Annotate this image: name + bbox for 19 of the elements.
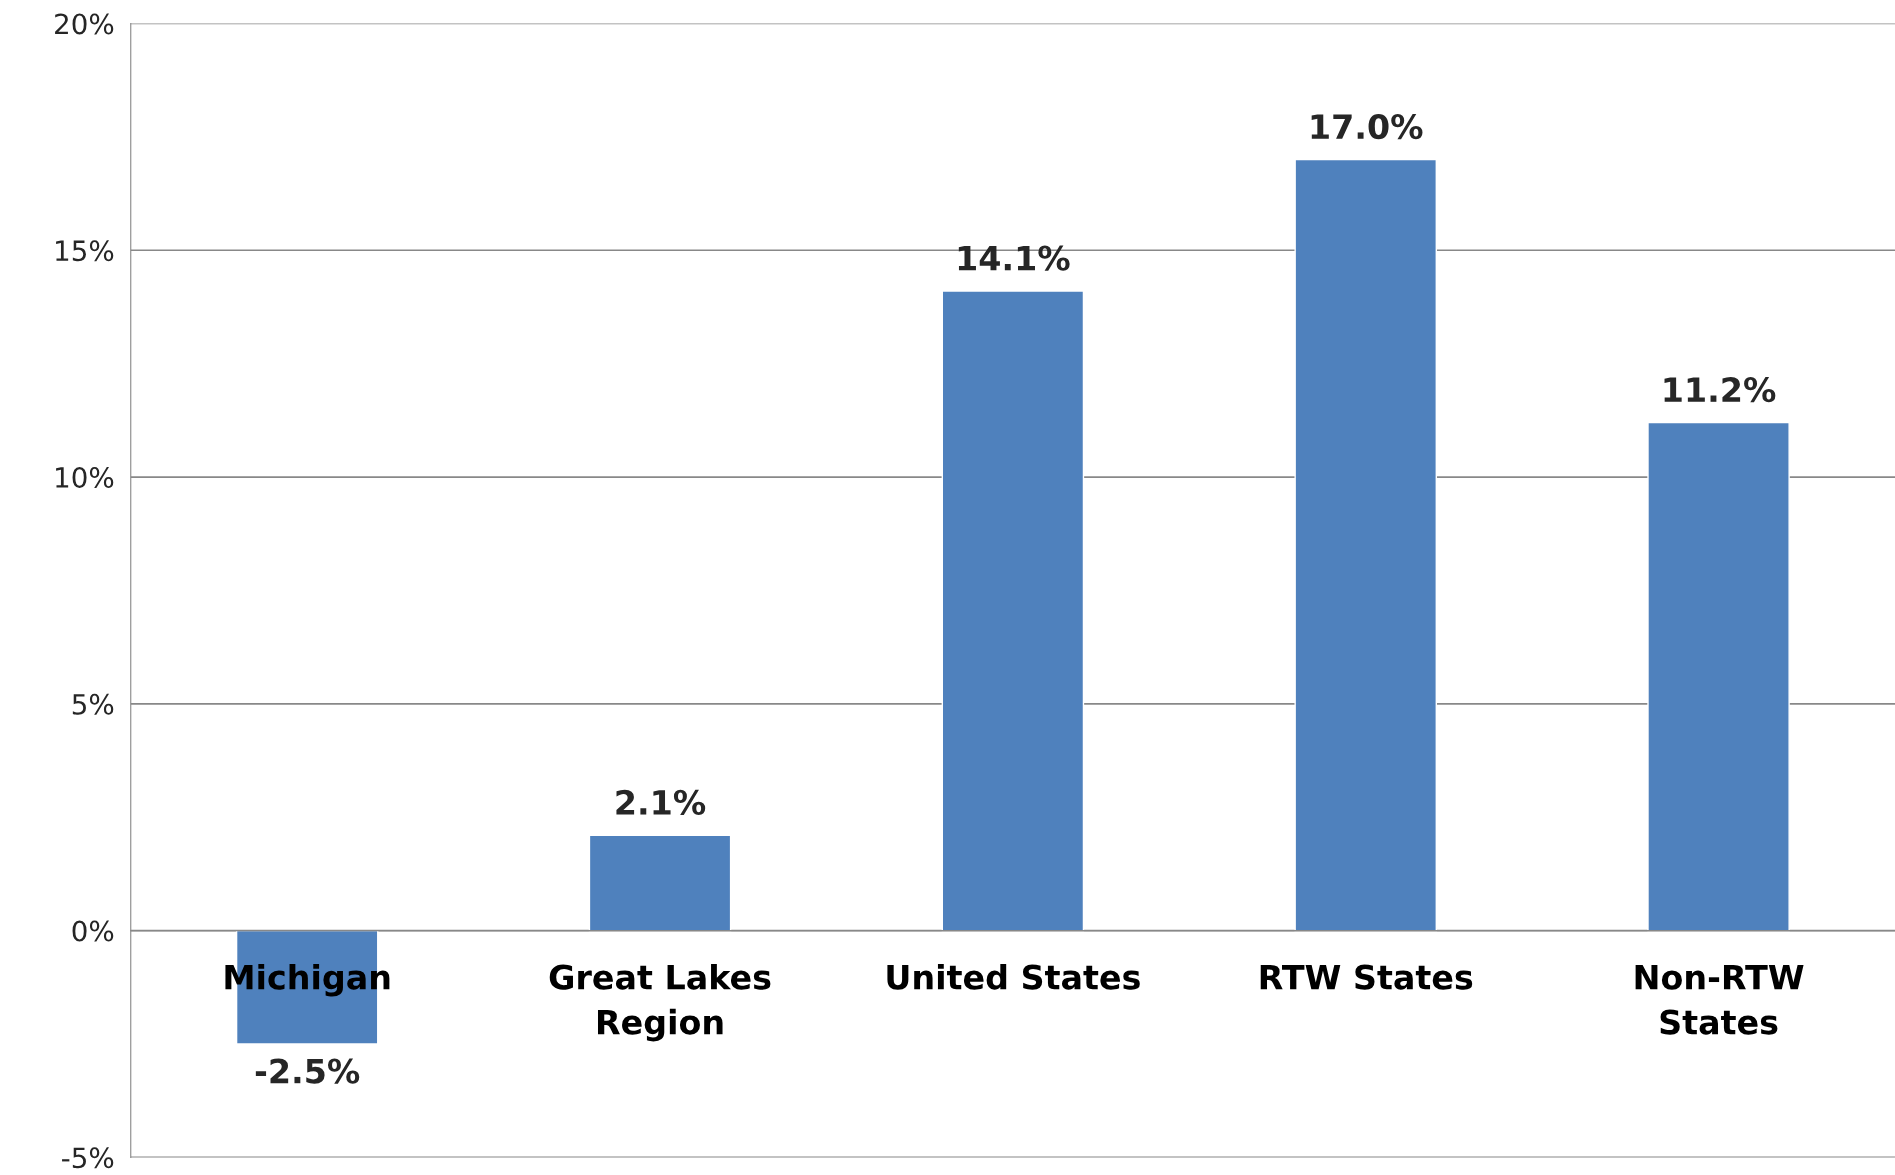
x-tick-label: Great Lakes Region xyxy=(549,963,771,1042)
y-tick-label: 5% xyxy=(72,693,114,715)
bar xyxy=(941,290,1085,932)
x-tick-label: RTW States xyxy=(1260,964,1473,990)
y-tick-label: 0% xyxy=(72,920,114,942)
y-tick-label: 15% xyxy=(56,240,114,262)
x-tick-label: Non-RTW States xyxy=(1635,964,1804,1035)
data-label: 2.1% xyxy=(616,789,706,816)
bar xyxy=(1647,421,1790,932)
x-tick-label: United States xyxy=(887,963,1140,990)
data-label: -2.5% xyxy=(255,1058,360,1084)
bar xyxy=(588,834,732,932)
y-tick-label: -5% xyxy=(62,1147,114,1169)
bar xyxy=(1294,158,1437,932)
data-label: 14.1% xyxy=(958,245,1070,271)
data-label: 17.0% xyxy=(1311,114,1423,140)
data-label: 11.2% xyxy=(1664,377,1776,403)
y-tick-label: 10% xyxy=(56,466,114,488)
y-tick-label: 20% xyxy=(55,13,114,35)
